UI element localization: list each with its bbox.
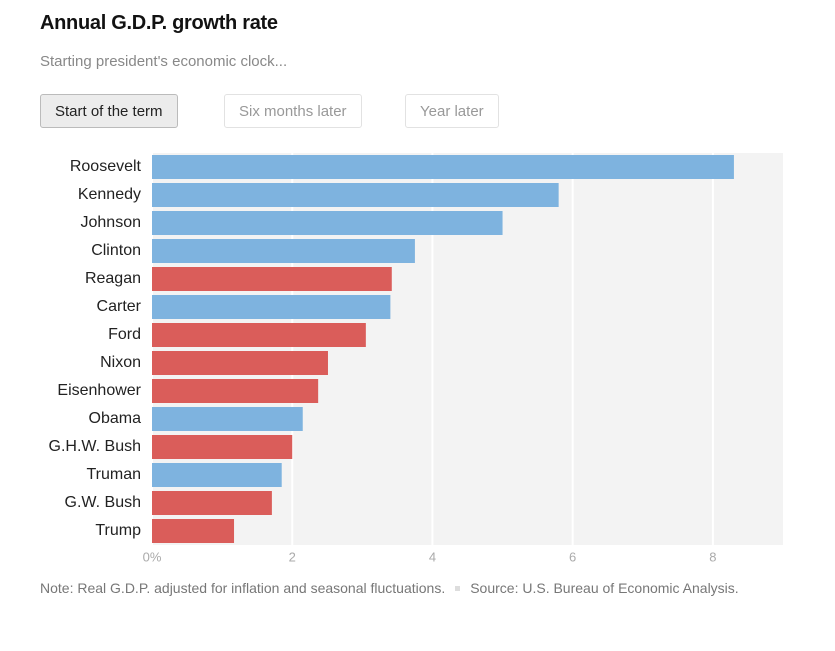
chart-subtitle: Starting president's economic clock... <box>40 53 288 70</box>
note: Note: Real G.D.P. adjusted for inflation… <box>40 580 446 596</box>
y-tick-label: G.W. Bush <box>65 494 141 511</box>
y-tick-label: Trump <box>95 522 141 539</box>
y-tick-label: Ford <box>108 326 141 343</box>
y-tick-label: Clinton <box>91 242 141 259</box>
source: Source: U.S. Bureau of Economic Analysis… <box>470 580 739 596</box>
bar <box>152 519 235 543</box>
bar <box>152 351 328 375</box>
y-tick-label: Truman <box>86 466 141 483</box>
y-tick-label: Eisenhower <box>57 382 141 399</box>
toggle-button[interactable]: Six months later <box>224 94 362 128</box>
bar <box>152 267 392 291</box>
x-tick-label: 8 <box>709 549 716 564</box>
y-tick-label: Obama <box>89 410 142 427</box>
bar <box>152 463 282 487</box>
bar <box>152 295 391 319</box>
bar <box>152 155 734 179</box>
bar <box>152 491 272 515</box>
x-tick-label: 6 <box>569 549 576 564</box>
bar <box>152 323 366 347</box>
bar <box>152 183 559 207</box>
bar <box>152 239 415 263</box>
chart-title: Annual G.D.P. growth rate <box>40 12 278 34</box>
y-tick-label: Carter <box>97 298 142 315</box>
y-tick-label: Nixon <box>100 354 141 371</box>
y-tick-label: Roosevelt <box>70 158 142 175</box>
bar <box>152 407 303 431</box>
y-tick-label: Johnson <box>81 214 142 231</box>
bar <box>152 211 503 235</box>
x-tick-label: 2 <box>289 549 296 564</box>
toggle-button[interactable]: Year later <box>405 94 499 128</box>
separator <box>455 585 461 591</box>
x-tick-label: 4 <box>429 549 436 564</box>
x-tick-label: 0% <box>143 549 162 564</box>
y-tick-label: Kennedy <box>78 186 141 203</box>
footnote: Note: Real G.D.P. adjusted for inflation… <box>40 577 770 599</box>
y-tick-label: Reagan <box>85 270 141 287</box>
chart: 0% 2 4 6 8 Roosevelt Kennedy Johnson Clinton Reag… <box>49 153 783 564</box>
bar <box>152 379 319 403</box>
y-tick-label: G.H.W. Bush <box>49 438 141 455</box>
toggle-button[interactable]: Start of the term <box>40 94 178 128</box>
bar <box>152 435 293 459</box>
